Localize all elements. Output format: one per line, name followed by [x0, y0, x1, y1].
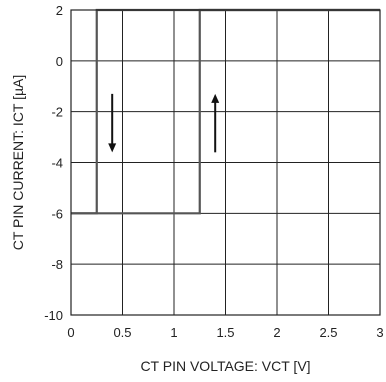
y-tick-label: -10	[44, 308, 63, 323]
x-tick-label: 0.5	[113, 325, 131, 340]
x-tick-label: 2.5	[319, 325, 337, 340]
y-axis-title: CT PIN CURRENT: ICT [µA]	[10, 75, 26, 251]
x-tick-label: 2	[273, 325, 280, 340]
x-tick-label: 3	[376, 325, 383, 340]
x-axis-title: CT PIN VOLTAGE: VCT [V]	[140, 358, 310, 374]
plot-frame	[70, 9, 381, 316]
grid-lines	[71, 10, 380, 315]
y-tick-labels: -10 -8 -6 -4 -2 0 2	[44, 3, 63, 323]
y-tick-label: 2	[56, 3, 63, 18]
y-tick-label: 0	[56, 54, 63, 69]
y-tick-label: -4	[51, 156, 63, 171]
arrow-head	[108, 143, 117, 153]
y-tick-label: -2	[51, 105, 63, 120]
direction-arrows	[108, 93, 220, 153]
x-tick-label: 1.5	[216, 325, 234, 340]
x-tick-label: 0	[67, 325, 74, 340]
y-tick-label: -8	[51, 257, 63, 272]
arrow-head	[211, 93, 220, 103]
arrow-up	[211, 93, 220, 153]
arrow-down	[108, 93, 117, 153]
x-tick-labels: 0 0.5 1 1.5 2 2.5 3	[67, 325, 383, 340]
y-tick-label: -6	[51, 206, 63, 221]
x-tick-label: 1	[170, 325, 177, 340]
